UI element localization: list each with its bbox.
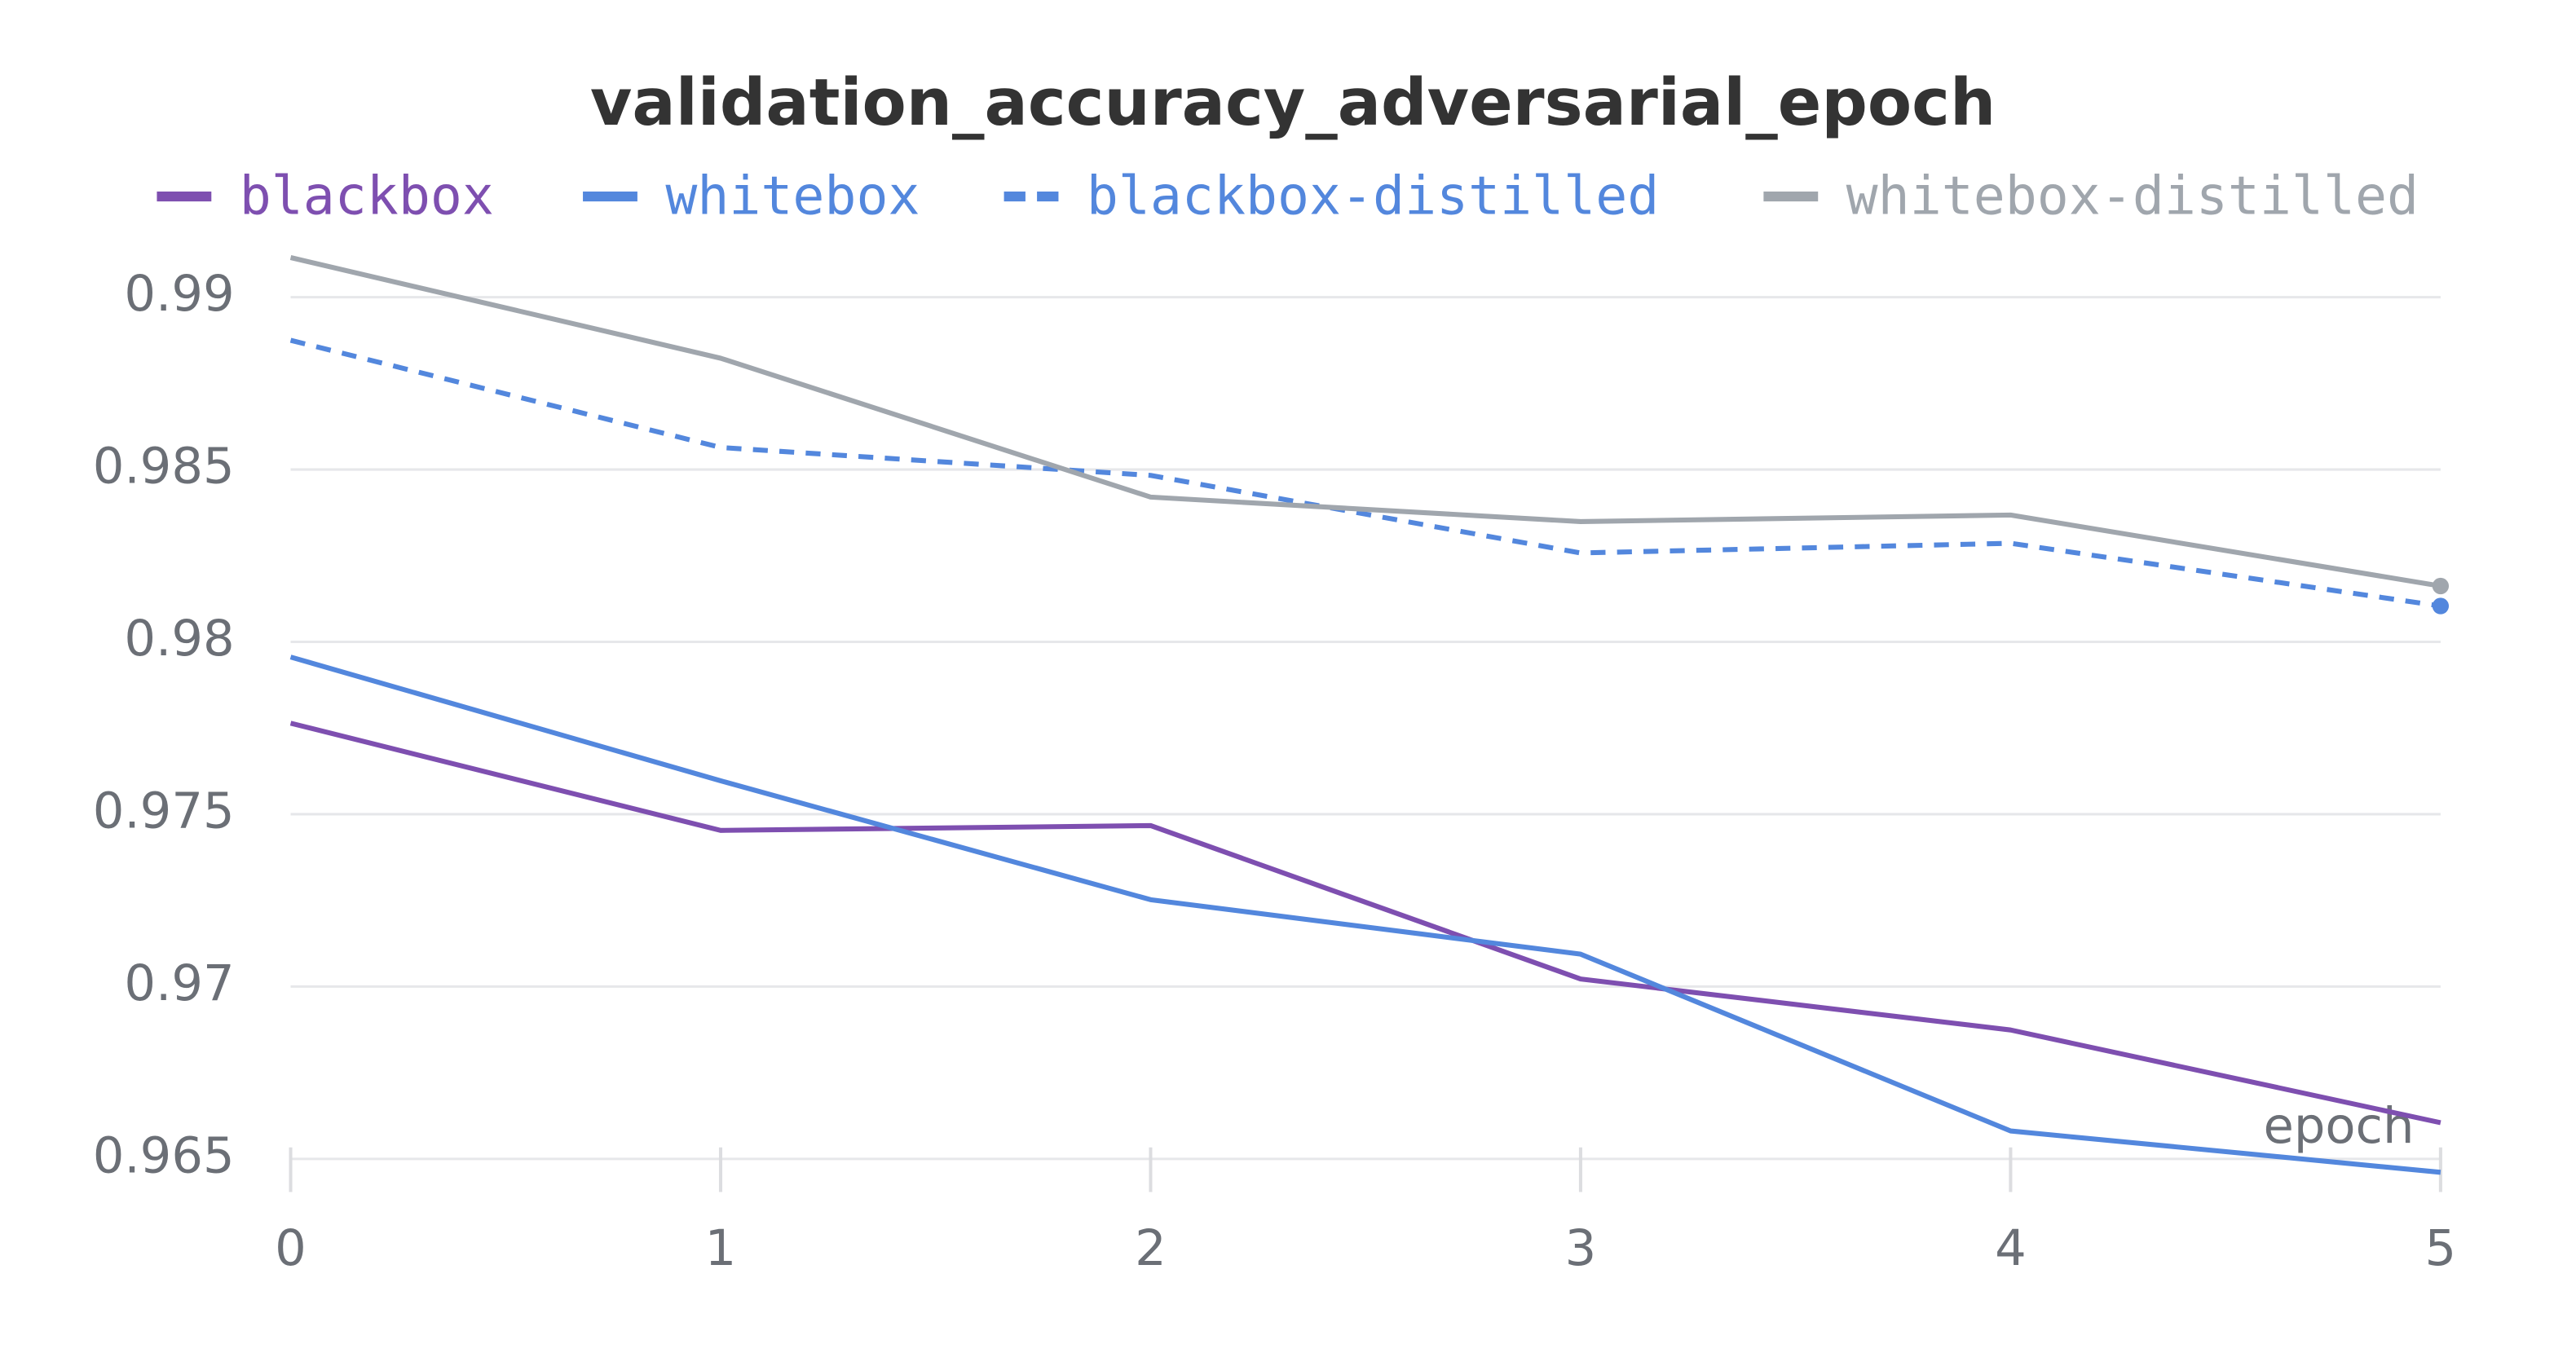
- series-line: [289, 721, 2441, 1126]
- y-tick-label: 0.99: [124, 266, 234, 323]
- x-tick-label: 5: [2425, 1220, 2457, 1277]
- y-tick-label: 0.98: [124, 610, 234, 668]
- x-tick-label: 4: [1995, 1220, 2027, 1277]
- x-tick-label: 3: [1565, 1220, 1597, 1277]
- series-line: [289, 337, 2441, 609]
- y-tick-label: 0.975: [93, 783, 235, 840]
- legend-label: whitebox-distilled: [1846, 166, 2419, 227]
- legend-label: blackbox-distilled: [1087, 166, 1659, 227]
- end-marker: [2432, 597, 2450, 615]
- legend-label: blackbox: [240, 166, 494, 227]
- series-line: [289, 255, 2441, 589]
- legend-label: whitebox: [665, 166, 920, 227]
- y-tick-label: 0.965: [93, 1127, 235, 1184]
- x-tick-label: 0: [275, 1220, 307, 1277]
- y-tick-label: 0.985: [93, 439, 235, 496]
- x-tick-label: 1: [705, 1220, 737, 1277]
- chart-title: validation_accuracy_adversarial_epoch: [590, 65, 1996, 140]
- x-tick-label: 2: [1135, 1220, 1167, 1277]
- series-line: [289, 654, 2441, 1175]
- end-marker: [2432, 577, 2450, 595]
- y-tick-label: 0.97: [124, 955, 234, 1012]
- x-axis-label: epoch: [2263, 1098, 2414, 1155]
